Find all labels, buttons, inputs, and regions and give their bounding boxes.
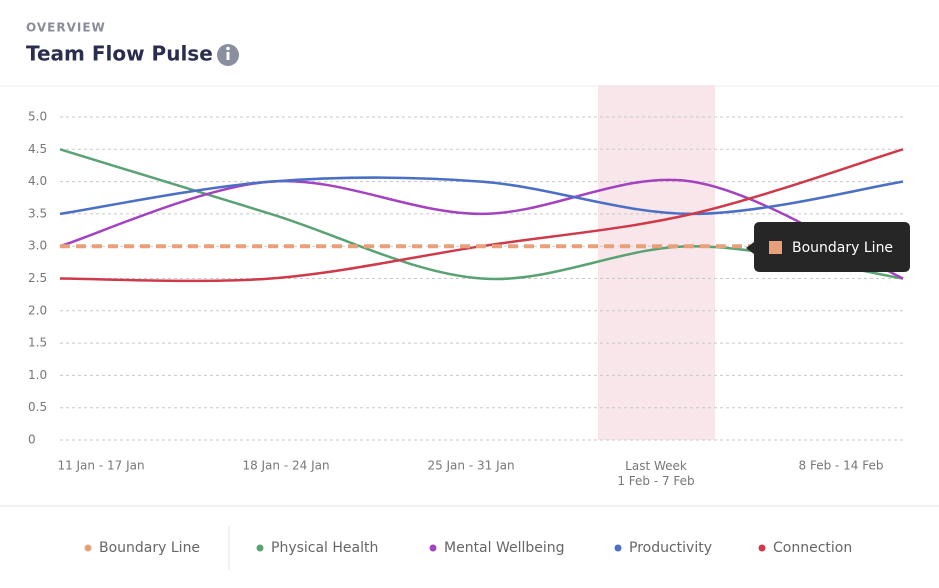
legend-dot	[429, 544, 437, 552]
tooltip: Boundary Line	[746, 222, 910, 272]
legend-label: Productivity	[629, 540, 712, 556]
x-tick-label: 25 Jan - 31 Jan	[427, 459, 514, 473]
y-tick-label: 3.0	[28, 239, 47, 253]
info-icon[interactable]	[217, 44, 239, 66]
highlight-band	[598, 85, 715, 440]
tooltip-box	[746, 222, 910, 272]
x-tick-label: 11 Jan - 17 Jan	[57, 459, 144, 473]
legend-dot	[256, 544, 264, 552]
legend-label: Physical Health	[271, 540, 378, 556]
series-line	[59, 178, 904, 280]
y-tick-label: 1.5	[28, 336, 47, 350]
y-tick-label: 4.0	[28, 174, 47, 188]
y-tick-label: 3.5	[28, 206, 47, 220]
legend-label: Connection	[773, 540, 852, 556]
x-tick-label: 8 Feb - 14 Feb	[799, 459, 884, 473]
tooltip-swatch	[769, 241, 782, 254]
y-tick-label: 1.0	[28, 368, 47, 382]
y-tick-label: 2.0	[28, 303, 47, 317]
x-tick-label: 18 Jan - 24 Jan	[242, 459, 329, 473]
y-tick-label: 0	[28, 433, 36, 447]
series-line	[59, 176, 904, 216]
y-tick-label: 4.5	[28, 142, 47, 156]
legend-dot	[614, 544, 622, 552]
legend-dot	[758, 544, 766, 552]
y-tick-label: 5.0	[28, 110, 47, 124]
tooltip-label: Boundary Line	[792, 240, 893, 256]
chart-title: Team Flow Pulse	[26, 42, 213, 66]
y-tick-label: 2.5	[28, 271, 47, 285]
legend-dot	[84, 544, 92, 552]
legend-label: Boundary Line	[99, 540, 200, 556]
x-tick-label: Last Week 1 Feb - 7 Feb	[617, 459, 694, 488]
legend-label: Mental Wellbeing	[444, 540, 565, 556]
eyebrow: OVERVIEW	[26, 21, 106, 35]
y-tick-label: 0.5	[28, 400, 47, 414]
